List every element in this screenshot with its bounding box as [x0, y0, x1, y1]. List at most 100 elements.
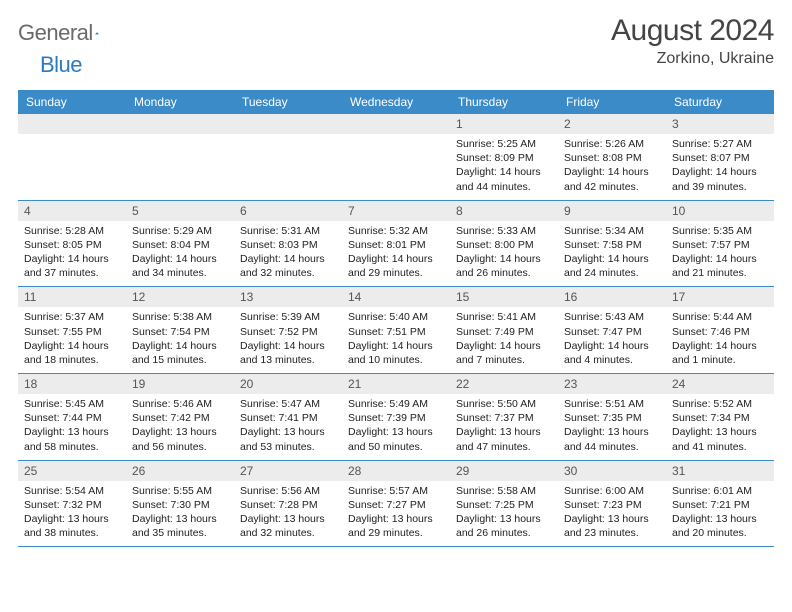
day-cell: 2Sunrise: 5:26 AMSunset: 8:08 PMDaylight…	[558, 114, 666, 200]
day-number: 2	[558, 114, 666, 134]
day-number: 27	[234, 461, 342, 481]
day-cell: 14Sunrise: 5:40 AMSunset: 7:51 PMDayligh…	[342, 287, 450, 373]
weekday-header: Wednesday	[342, 90, 450, 114]
day-content: Sunrise: 5:44 AMSunset: 7:46 PMDaylight:…	[666, 307, 774, 373]
day-content: Sunrise: 5:55 AMSunset: 7:30 PMDaylight:…	[126, 481, 234, 547]
day-content: Sunrise: 5:33 AMSunset: 8:00 PMDaylight:…	[450, 221, 558, 287]
day-number: 6	[234, 201, 342, 221]
day-cell: 21Sunrise: 5:49 AMSunset: 7:39 PMDayligh…	[342, 374, 450, 460]
day-cell: 19Sunrise: 5:46 AMSunset: 7:42 PMDayligh…	[126, 374, 234, 460]
day-number: 13	[234, 287, 342, 307]
week-row: 11Sunrise: 5:37 AMSunset: 7:55 PMDayligh…	[18, 287, 774, 374]
month-title: August 2024	[611, 14, 774, 48]
day-cell	[234, 114, 342, 200]
day-content: Sunrise: 6:00 AMSunset: 7:23 PMDaylight:…	[558, 481, 666, 547]
logo-text-b: Blue	[40, 52, 82, 78]
day-cell: 13Sunrise: 5:39 AMSunset: 7:52 PMDayligh…	[234, 287, 342, 373]
calendar-page: General August 2024 Zorkino, Ukraine Blu…	[0, 0, 792, 547]
week-row: 18Sunrise: 5:45 AMSunset: 7:44 PMDayligh…	[18, 374, 774, 461]
day-content: Sunrise: 5:56 AMSunset: 7:28 PMDaylight:…	[234, 481, 342, 547]
day-content: Sunrise: 5:27 AMSunset: 8:07 PMDaylight:…	[666, 134, 774, 200]
day-number: 29	[450, 461, 558, 481]
day-number: 7	[342, 201, 450, 221]
weekday-header: Saturday	[666, 90, 774, 114]
day-content: Sunrise: 5:50 AMSunset: 7:37 PMDaylight:…	[450, 394, 558, 460]
day-number: 16	[558, 287, 666, 307]
day-content: Sunrise: 5:29 AMSunset: 8:04 PMDaylight:…	[126, 221, 234, 287]
day-number: 5	[126, 201, 234, 221]
day-number: 22	[450, 374, 558, 394]
day-number: 8	[450, 201, 558, 221]
title-block: August 2024 Zorkino, Ukraine	[611, 14, 774, 68]
day-cell: 17Sunrise: 5:44 AMSunset: 7:46 PMDayligh…	[666, 287, 774, 373]
day-cell: 3Sunrise: 5:27 AMSunset: 8:07 PMDaylight…	[666, 114, 774, 200]
day-number: 14	[342, 287, 450, 307]
day-cell: 30Sunrise: 6:00 AMSunset: 7:23 PMDayligh…	[558, 461, 666, 547]
day-content: Sunrise: 5:28 AMSunset: 8:05 PMDaylight:…	[18, 221, 126, 287]
day-number	[18, 114, 126, 134]
day-content: Sunrise: 5:58 AMSunset: 7:25 PMDaylight:…	[450, 481, 558, 547]
weekday-header: Friday	[558, 90, 666, 114]
day-content: Sunrise: 5:40 AMSunset: 7:51 PMDaylight:…	[342, 307, 450, 373]
day-content: Sunrise: 5:45 AMSunset: 7:44 PMDaylight:…	[18, 394, 126, 460]
day-number: 30	[558, 461, 666, 481]
day-cell: 31Sunrise: 6:01 AMSunset: 7:21 PMDayligh…	[666, 461, 774, 547]
day-content: Sunrise: 5:38 AMSunset: 7:54 PMDaylight:…	[126, 307, 234, 373]
day-cell: 27Sunrise: 5:56 AMSunset: 7:28 PMDayligh…	[234, 461, 342, 547]
day-cell: 10Sunrise: 5:35 AMSunset: 7:57 PMDayligh…	[666, 201, 774, 287]
day-number	[342, 114, 450, 134]
week-row: 25Sunrise: 5:54 AMSunset: 7:32 PMDayligh…	[18, 461, 774, 548]
day-content: Sunrise: 5:34 AMSunset: 7:58 PMDaylight:…	[558, 221, 666, 287]
day-number: 25	[18, 461, 126, 481]
logo-text-a: General	[18, 20, 93, 46]
day-number: 28	[342, 461, 450, 481]
day-number: 12	[126, 287, 234, 307]
day-cell: 6Sunrise: 5:31 AMSunset: 8:03 PMDaylight…	[234, 201, 342, 287]
day-cell	[18, 114, 126, 200]
week-row: 1Sunrise: 5:25 AMSunset: 8:09 PMDaylight…	[18, 114, 774, 201]
day-number: 1	[450, 114, 558, 134]
day-cell: 4Sunrise: 5:28 AMSunset: 8:05 PMDaylight…	[18, 201, 126, 287]
day-content: Sunrise: 5:26 AMSunset: 8:08 PMDaylight:…	[558, 134, 666, 200]
day-content: Sunrise: 5:31 AMSunset: 8:03 PMDaylight:…	[234, 221, 342, 287]
day-cell: 5Sunrise: 5:29 AMSunset: 8:04 PMDaylight…	[126, 201, 234, 287]
day-cell	[342, 114, 450, 200]
day-content: Sunrise: 5:43 AMSunset: 7:47 PMDaylight:…	[558, 307, 666, 373]
day-cell: 7Sunrise: 5:32 AMSunset: 8:01 PMDaylight…	[342, 201, 450, 287]
weekday-header-row: SundayMondayTuesdayWednesdayThursdayFrid…	[18, 90, 774, 114]
week-row: 4Sunrise: 5:28 AMSunset: 8:05 PMDaylight…	[18, 201, 774, 288]
day-cell: 28Sunrise: 5:57 AMSunset: 7:27 PMDayligh…	[342, 461, 450, 547]
day-number: 20	[234, 374, 342, 394]
day-number: 10	[666, 201, 774, 221]
day-content: Sunrise: 5:49 AMSunset: 7:39 PMDaylight:…	[342, 394, 450, 460]
day-number: 3	[666, 114, 774, 134]
calendar-grid: SundayMondayTuesdayWednesdayThursdayFrid…	[18, 90, 774, 547]
day-number: 21	[342, 374, 450, 394]
day-content: Sunrise: 5:37 AMSunset: 7:55 PMDaylight:…	[18, 307, 126, 373]
location-label: Zorkino, Ukraine	[611, 50, 774, 68]
day-number	[126, 114, 234, 134]
day-number	[234, 114, 342, 134]
day-number: 26	[126, 461, 234, 481]
day-cell: 9Sunrise: 5:34 AMSunset: 7:58 PMDaylight…	[558, 201, 666, 287]
day-content: Sunrise: 5:41 AMSunset: 7:49 PMDaylight:…	[450, 307, 558, 373]
day-content: Sunrise: 5:47 AMSunset: 7:41 PMDaylight:…	[234, 394, 342, 460]
logo: General	[18, 14, 119, 46]
day-cell: 29Sunrise: 5:58 AMSunset: 7:25 PMDayligh…	[450, 461, 558, 547]
day-number: 11	[18, 287, 126, 307]
weeks-container: 1Sunrise: 5:25 AMSunset: 8:09 PMDaylight…	[18, 114, 774, 547]
day-cell: 20Sunrise: 5:47 AMSunset: 7:41 PMDayligh…	[234, 374, 342, 460]
weekday-header: Monday	[126, 90, 234, 114]
day-number: 19	[126, 374, 234, 394]
day-content: Sunrise: 5:35 AMSunset: 7:57 PMDaylight:…	[666, 221, 774, 287]
logo-mark-icon	[95, 24, 99, 42]
day-number: 18	[18, 374, 126, 394]
day-cell: 16Sunrise: 5:43 AMSunset: 7:47 PMDayligh…	[558, 287, 666, 373]
day-content: Sunrise: 5:46 AMSunset: 7:42 PMDaylight:…	[126, 394, 234, 460]
day-cell: 18Sunrise: 5:45 AMSunset: 7:44 PMDayligh…	[18, 374, 126, 460]
day-cell	[126, 114, 234, 200]
day-content: Sunrise: 5:57 AMSunset: 7:27 PMDaylight:…	[342, 481, 450, 547]
day-content: Sunrise: 5:52 AMSunset: 7:34 PMDaylight:…	[666, 394, 774, 460]
day-number: 9	[558, 201, 666, 221]
day-cell: 23Sunrise: 5:51 AMSunset: 7:35 PMDayligh…	[558, 374, 666, 460]
